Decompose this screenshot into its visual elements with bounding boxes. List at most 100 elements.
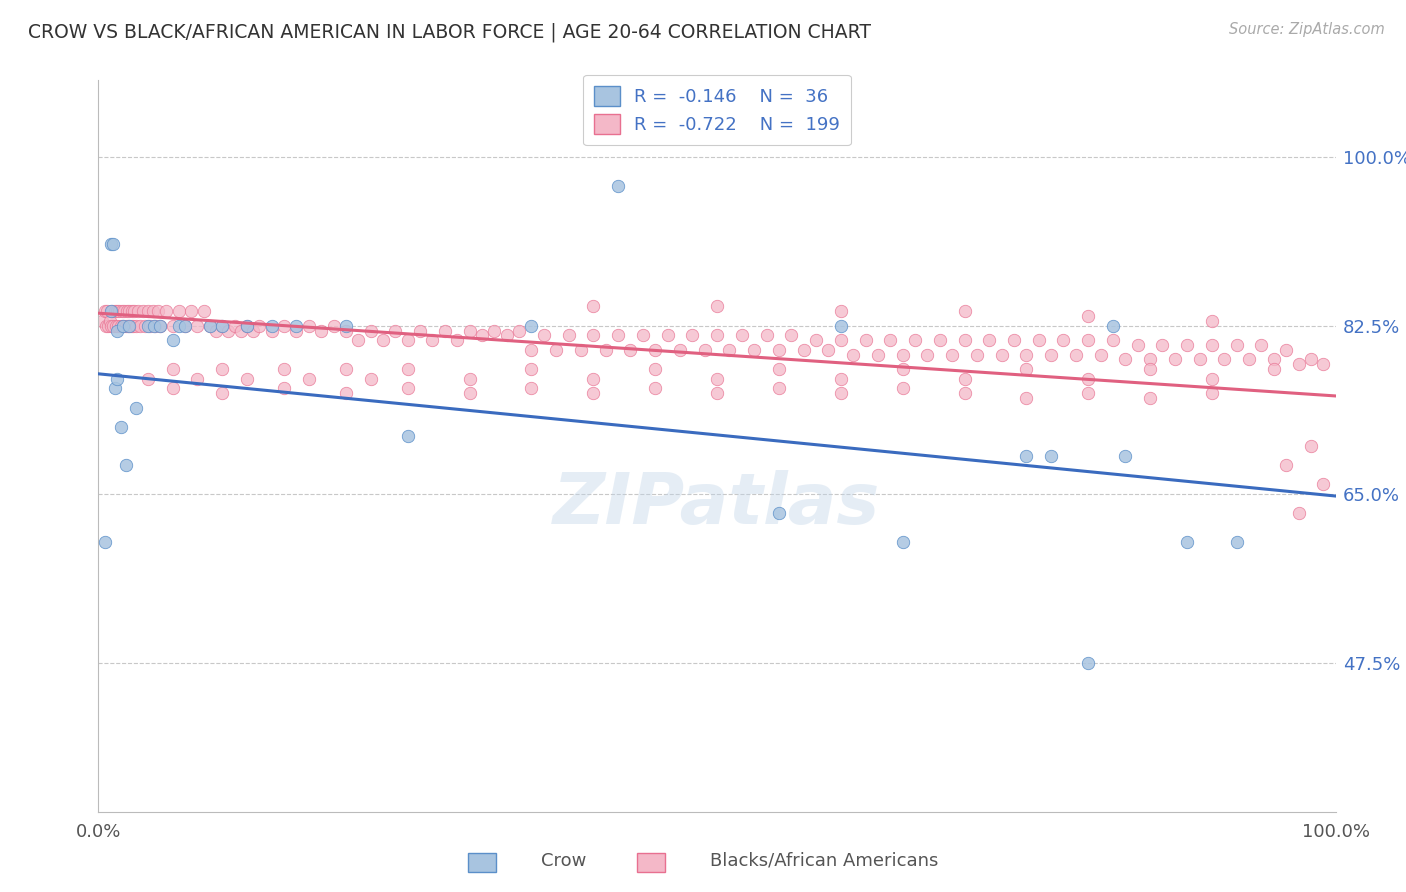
Text: ZIPatlas: ZIPatlas	[554, 470, 880, 539]
Point	[108, 304, 131, 318]
Point	[236, 318, 259, 333]
Point	[842, 347, 865, 362]
Point	[162, 333, 184, 347]
Point	[607, 179, 630, 194]
Point	[1299, 352, 1322, 367]
Point	[242, 324, 264, 338]
Point	[1015, 362, 1038, 376]
Point	[657, 328, 679, 343]
Point	[97, 318, 120, 333]
Point	[120, 318, 142, 333]
Point	[508, 324, 530, 338]
Point	[134, 318, 156, 333]
Point	[103, 381, 125, 395]
Point	[619, 343, 641, 357]
Point	[879, 333, 901, 347]
Point	[335, 386, 357, 401]
Point	[458, 386, 481, 401]
Point	[347, 333, 370, 347]
Point	[1288, 507, 1310, 521]
Point	[1139, 362, 1161, 376]
Point	[1015, 347, 1038, 362]
Point	[298, 371, 321, 385]
Point	[1201, 314, 1223, 328]
Point	[118, 318, 141, 333]
Text: Source: ZipAtlas.com: Source: ZipAtlas.com	[1229, 22, 1385, 37]
Point	[755, 328, 778, 343]
Point	[273, 381, 295, 395]
Point	[557, 328, 579, 343]
Legend: R =  -0.146    N =  36, R =  -0.722    N =  199: R = -0.146 N = 36, R = -0.722 N = 199	[583, 75, 851, 145]
Point	[149, 318, 172, 333]
Point	[114, 458, 136, 473]
Point	[546, 343, 568, 357]
Point	[93, 535, 115, 549]
Point	[1299, 439, 1322, 453]
Point	[322, 318, 344, 333]
Point	[247, 318, 270, 333]
Point	[1040, 449, 1063, 463]
Point	[1015, 391, 1038, 405]
Point	[644, 381, 666, 395]
Point	[1028, 333, 1050, 347]
Point	[211, 318, 233, 333]
Point	[103, 236, 125, 251]
Point	[1312, 477, 1334, 491]
Point	[891, 535, 914, 549]
Point	[830, 333, 852, 347]
Point	[1114, 449, 1136, 463]
Point	[855, 333, 877, 347]
Point	[1152, 338, 1174, 352]
Point	[101, 304, 124, 318]
Point	[136, 318, 159, 333]
Point	[1213, 352, 1236, 367]
Point	[953, 304, 976, 318]
Point	[396, 362, 419, 376]
Point	[124, 318, 146, 333]
Point	[118, 304, 141, 318]
Point	[298, 318, 321, 333]
Point	[396, 333, 419, 347]
Point	[124, 401, 146, 415]
Point	[595, 343, 617, 357]
Point	[1263, 352, 1285, 367]
Point	[866, 347, 889, 362]
Point	[731, 328, 754, 343]
Point	[768, 381, 790, 395]
Point	[718, 343, 741, 357]
Point	[446, 333, 468, 347]
Point	[917, 347, 939, 362]
Point	[742, 343, 765, 357]
Point	[1040, 347, 1063, 362]
Point	[162, 362, 184, 376]
Point	[904, 333, 927, 347]
Point	[107, 318, 129, 333]
Point	[484, 324, 506, 338]
Point	[285, 324, 308, 338]
Point	[520, 343, 543, 357]
Point	[112, 318, 135, 333]
Point	[471, 328, 494, 343]
Text: Crow: Crow	[541, 852, 586, 870]
Point	[115, 304, 138, 318]
Point	[817, 343, 839, 357]
Point	[706, 371, 728, 385]
Point	[953, 371, 976, 385]
Text: Blacks/African Americans: Blacks/African Americans	[710, 852, 938, 870]
Point	[422, 333, 444, 347]
Point	[105, 324, 128, 338]
Point	[360, 371, 382, 385]
Point	[335, 324, 357, 338]
Point	[110, 318, 132, 333]
Point	[966, 347, 988, 362]
Point	[830, 318, 852, 333]
Point	[1201, 386, 1223, 401]
Point	[174, 318, 197, 333]
Point	[458, 324, 481, 338]
Point	[309, 324, 332, 338]
Point	[1312, 357, 1334, 371]
Point	[830, 386, 852, 401]
Point	[793, 343, 815, 357]
Point	[193, 304, 215, 318]
Point	[371, 333, 394, 347]
